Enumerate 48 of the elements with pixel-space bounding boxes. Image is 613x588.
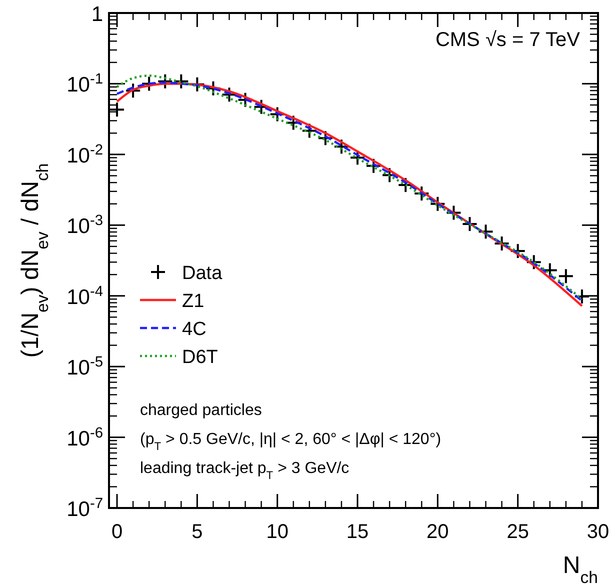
point bbox=[494, 236, 510, 252]
x-tick-label: 10 bbox=[266, 521, 288, 543]
point bbox=[141, 76, 158, 92]
y-tick-label: 10$^{-2}$ bbox=[66, 142, 103, 168]
annotation: leading track-jet p$_{T}$ > 3 GeV/c bbox=[140, 460, 350, 482]
legend-label: Z1 bbox=[182, 291, 204, 312]
legend-label: 4C bbox=[182, 319, 206, 340]
point bbox=[173, 73, 190, 90]
point bbox=[350, 150, 366, 166]
legend-label: D6T bbox=[182, 347, 218, 368]
x-tick-label: 30 bbox=[586, 521, 610, 543]
point bbox=[462, 216, 478, 232]
point bbox=[430, 196, 446, 212]
x-tick-label: 25 bbox=[506, 521, 529, 543]
point bbox=[317, 130, 334, 146]
x-tick-label: 5 bbox=[192, 521, 203, 543]
point bbox=[269, 106, 286, 122]
x-axis-title: N$_{ch}$ bbox=[562, 552, 598, 586]
annotation: charged particles bbox=[140, 402, 262, 419]
y-tick-label: 10$^{-7}$ bbox=[66, 496, 103, 521]
point bbox=[510, 243, 526, 260]
point bbox=[285, 114, 302, 131]
x-tick-label: 0 bbox=[111, 521, 123, 543]
y-tick-label: 1 bbox=[91, 3, 103, 26]
point bbox=[333, 138, 350, 155]
point bbox=[414, 186, 430, 202]
x-tick-label: 15 bbox=[346, 521, 369, 543]
y-tick-label: 10$^{-3}$ bbox=[66, 213, 103, 238]
point bbox=[366, 158, 382, 174]
x-tick-label: 20 bbox=[426, 521, 449, 543]
point bbox=[301, 122, 318, 139]
y-tick-label: 10$^{-4}$ bbox=[66, 284, 103, 309]
point bbox=[125, 82, 142, 99]
point bbox=[221, 86, 238, 103]
point bbox=[189, 76, 206, 92]
point bbox=[574, 288, 590, 304]
point bbox=[157, 73, 174, 90]
point bbox=[109, 102, 126, 118]
y-tick-label: 10$^{-1}$ bbox=[66, 72, 103, 97]
point bbox=[446, 204, 462, 221]
point bbox=[558, 268, 574, 284]
y-tick-label: 10$^{-5}$ bbox=[66, 354, 103, 380]
annotation: CMS √s = 7 TeV bbox=[435, 29, 581, 51]
point bbox=[526, 254, 542, 270]
annotation: (p$_{T}$ > 0.5 GeV/c, |η| < 2, 60° < |Δφ| < 120°) bbox=[140, 431, 442, 453]
y-tick-label: 10$^{-6}$ bbox=[66, 425, 103, 450]
point bbox=[478, 224, 494, 240]
legend-label: Data bbox=[182, 263, 223, 284]
